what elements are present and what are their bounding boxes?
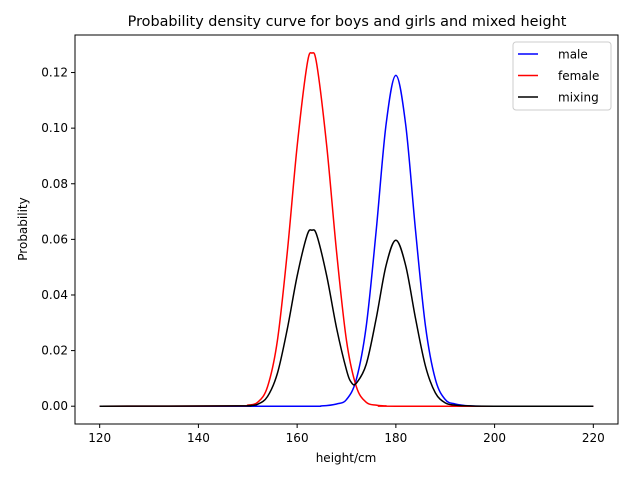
y-tick-label: 0.00 bbox=[41, 399, 68, 413]
legend-box bbox=[512, 41, 612, 111]
x-tick-label: 120 bbox=[88, 431, 111, 445]
legend-label-female: female bbox=[558, 69, 599, 83]
y-tick-label: 0.10 bbox=[41, 121, 68, 135]
x-tick-label: 140 bbox=[187, 431, 210, 445]
x-tick-label: 200 bbox=[483, 431, 506, 445]
y-tick-label: 0.02 bbox=[41, 344, 68, 358]
legend-label-male: male bbox=[558, 48, 588, 62]
plot-area bbox=[74, 34, 619, 425]
legend: male female mixing bbox=[512, 41, 612, 111]
x-tick-label: 160 bbox=[286, 431, 309, 445]
y-tick-label: 0.08 bbox=[41, 177, 68, 191]
x-tick-label: 220 bbox=[582, 431, 605, 445]
series-group bbox=[99, 52, 594, 407]
y-axis: 0.00 0.02 0.04 0.06 0.08 0.10 0.12 bbox=[41, 66, 75, 413]
legend-label-mixing: mixing bbox=[558, 91, 599, 105]
series-line-female bbox=[99, 52, 594, 407]
x-axis: 120 140 160 180 200 220 bbox=[88, 424, 605, 445]
y-tick-label: 0.12 bbox=[41, 66, 68, 80]
y-tick-label: 0.04 bbox=[41, 288, 68, 302]
y-tick-label: 0.06 bbox=[41, 232, 68, 246]
series-line-mixing bbox=[99, 229, 594, 407]
y-axis-label: Probability bbox=[16, 197, 30, 260]
legend-entries: male female mixing bbox=[518, 48, 599, 105]
axes-frame bbox=[74, 34, 619, 425]
chart-title: Probability density curve for boys and g… bbox=[128, 14, 567, 30]
series-line-male bbox=[99, 74, 594, 407]
x-axis-label: height/cm bbox=[316, 451, 377, 465]
x-tick-label: 180 bbox=[384, 431, 407, 445]
